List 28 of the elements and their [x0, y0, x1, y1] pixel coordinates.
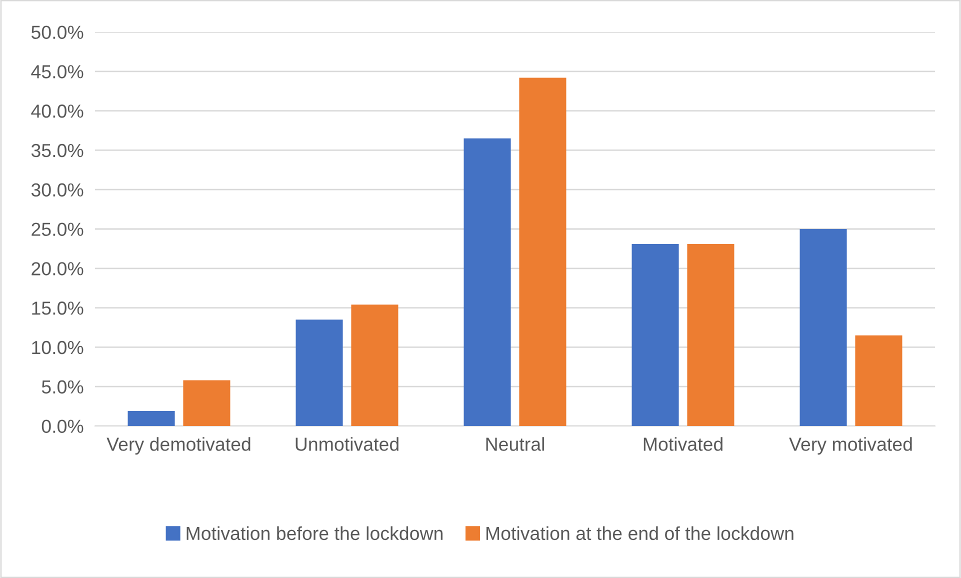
y-tick-label: 25.0% [32, 222, 84, 236]
legend-label: Motivation at the end of the lockdown [486, 526, 794, 540]
x-tick-label: Motivated [644, 437, 722, 451]
x-tick-label: Very motivated [789, 437, 912, 455]
y-tick-label: 35.0% [31, 144, 84, 158]
bar [687, 244, 734, 426]
y-tick-label: 50.0% [31, 26, 84, 39]
bar [296, 320, 343, 426]
x-tick-label: Very demotivated [106, 437, 250, 455]
y-tick-label: 0.0% [42, 420, 84, 433]
legend-label: Motivation before the lockdown [186, 526, 443, 540]
bar [128, 411, 175, 426]
y-tick-label: 40.0% [31, 104, 84, 118]
x-tick-label: Unmotivated [296, 437, 398, 451]
y-tick-label: 10.0% [32, 340, 84, 354]
bar [183, 380, 230, 426]
bar [519, 78, 566, 426]
y-tick-label: 30.0% [31, 183, 84, 197]
y-tick-label: 15.0% [32, 302, 84, 315]
bar [464, 138, 511, 426]
y-tick-label: 20.0% [32, 262, 84, 276]
bar [800, 229, 847, 426]
bar [632, 244, 679, 426]
bar [855, 335, 902, 426]
y-tick-label: 5.0% [42, 380, 84, 394]
x-tick-label: Neutral [486, 437, 544, 451]
bar [351, 304, 398, 426]
y-tick-label: 45.0% [31, 65, 84, 78]
